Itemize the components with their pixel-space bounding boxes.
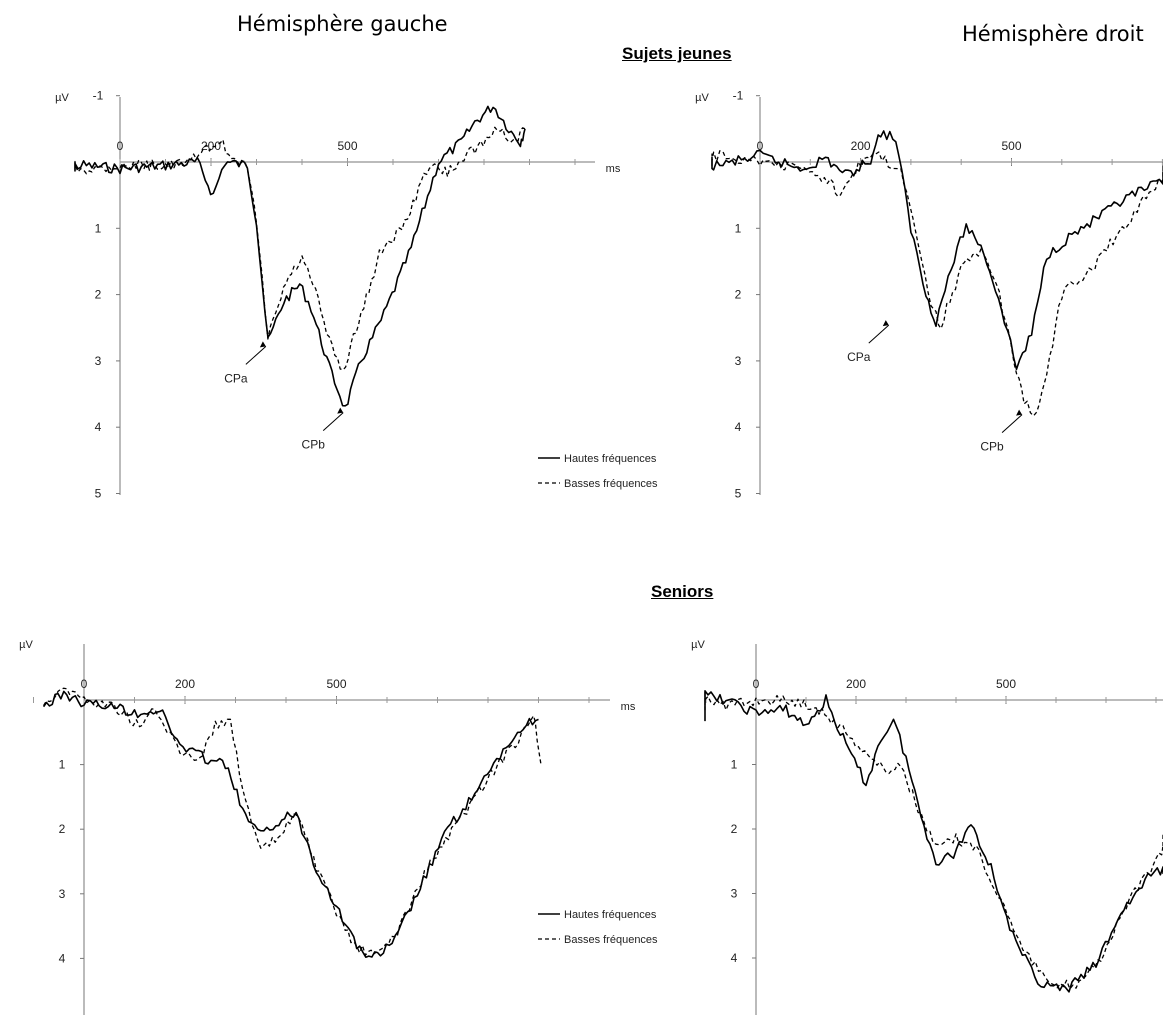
x-tick-label: 0 (81, 677, 88, 691)
y-tick-label: 5 (735, 487, 742, 501)
y-tick-label: 3 (95, 354, 102, 368)
series-line-hautes-frequences (42, 690, 539, 958)
series-line-hautes-frequences (704, 690, 1163, 993)
series-line-basses-frequences (704, 691, 1163, 990)
annotation-arrow (868, 324, 890, 344)
legend-label-hautes-frequences: Hautes fréquences (564, 909, 657, 921)
y-tick-label: 1 (95, 221, 102, 235)
x-tick-label: 500 (326, 677, 346, 691)
annotation-arrowhead (337, 407, 344, 414)
x-tick-label: 200 (846, 677, 866, 691)
annotation-arrow (245, 345, 267, 365)
chart-panel-2: -1 1 2 3 4 5 µV 0 200 500 CPa CPb (695, 89, 1163, 501)
y-unit-label: µV (19, 639, 33, 651)
y-unit-label: µV (691, 639, 705, 651)
y-tick-label: 2 (59, 822, 66, 836)
chart-panel-3: 1 2 3 4 µV 0 200 500 ms Hautes fréquences Basses f… (19, 639, 658, 1015)
x-tick-label: 200 (201, 139, 221, 153)
y-tick-label: 1 (59, 758, 66, 772)
y-unit-label: µV (695, 92, 709, 104)
chart-panel-1: -1 1 2 3 4 5 µV 0 200 500 ms CPa CPb Hautes fréquence… (55, 89, 658, 501)
x-axis-label: ms (621, 701, 636, 713)
annotation-arrowhead (1016, 409, 1023, 416)
y-tick-label: 4 (731, 951, 738, 965)
y-tick-label: 3 (731, 887, 738, 901)
x-tick-label: 500 (996, 677, 1016, 691)
chart-panel-4: 1 2 3 4 µV 0 200 500 (691, 639, 1163, 1015)
annotation-arrowhead (259, 341, 266, 348)
legend-label-basses-frequences: Basses fréquences (564, 934, 658, 946)
y-unit-label: µV (55, 92, 69, 104)
annotation-label-cpa: CPa (847, 350, 871, 364)
y-tick-label: 2 (731, 822, 738, 836)
y-tick-label: -1 (93, 89, 104, 103)
x-tick-label: 500 (337, 139, 357, 153)
legend-label-basses-frequences: Basses fréquences (564, 478, 658, 490)
y-tick-label: 4 (735, 420, 742, 434)
y-tick-label: 2 (95, 288, 102, 302)
x-tick-label: 500 (1001, 139, 1021, 153)
y-tick-label: 3 (735, 354, 742, 368)
annotation-arrowhead (882, 320, 889, 327)
y-tick-label: 2 (735, 288, 742, 302)
group-title-seniors: Seniors (651, 582, 714, 601)
legend-label-hautes-frequences: Hautes fréquences (564, 453, 657, 465)
y-tick-label: 1 (735, 221, 742, 235)
y-tick-label: 3 (59, 887, 66, 901)
annotation-label-cpb: CPb (980, 440, 1004, 454)
y-tick-label: -1 (733, 89, 744, 103)
y-tick-label: 5 (95, 487, 102, 501)
x-tick-label: 0 (753, 677, 760, 691)
annotation-arrow (1001, 414, 1023, 433)
series-line-hautes-frequences (711, 130, 1163, 371)
left-hemisphere-header: Hémisphère gauche (237, 12, 448, 36)
x-tick-label: 0 (117, 139, 124, 153)
annotation-label-cpb: CPb (302, 438, 326, 452)
x-tick-label: 0 (757, 139, 764, 153)
group-title-young: Sujets jeunes (622, 44, 732, 63)
series-line-hautes-frequences (74, 105, 526, 407)
y-tick-label: 4 (59, 951, 66, 965)
annotation-label-cpa: CPa (224, 371, 248, 385)
y-tick-label: 4 (95, 420, 102, 434)
x-axis-label: ms (606, 163, 621, 175)
right-hemisphere-header: Hémisphère droit (962, 22, 1144, 46)
x-tick-label: 200 (175, 677, 195, 691)
y-tick-label: 1 (731, 758, 738, 772)
series-line-basses-frequences (74, 126, 526, 371)
annotation-arrow (322, 412, 344, 432)
series-line-basses-frequences (711, 150, 1163, 417)
x-tick-label: 200 (851, 139, 871, 153)
series-line-basses-frequences (43, 687, 542, 956)
